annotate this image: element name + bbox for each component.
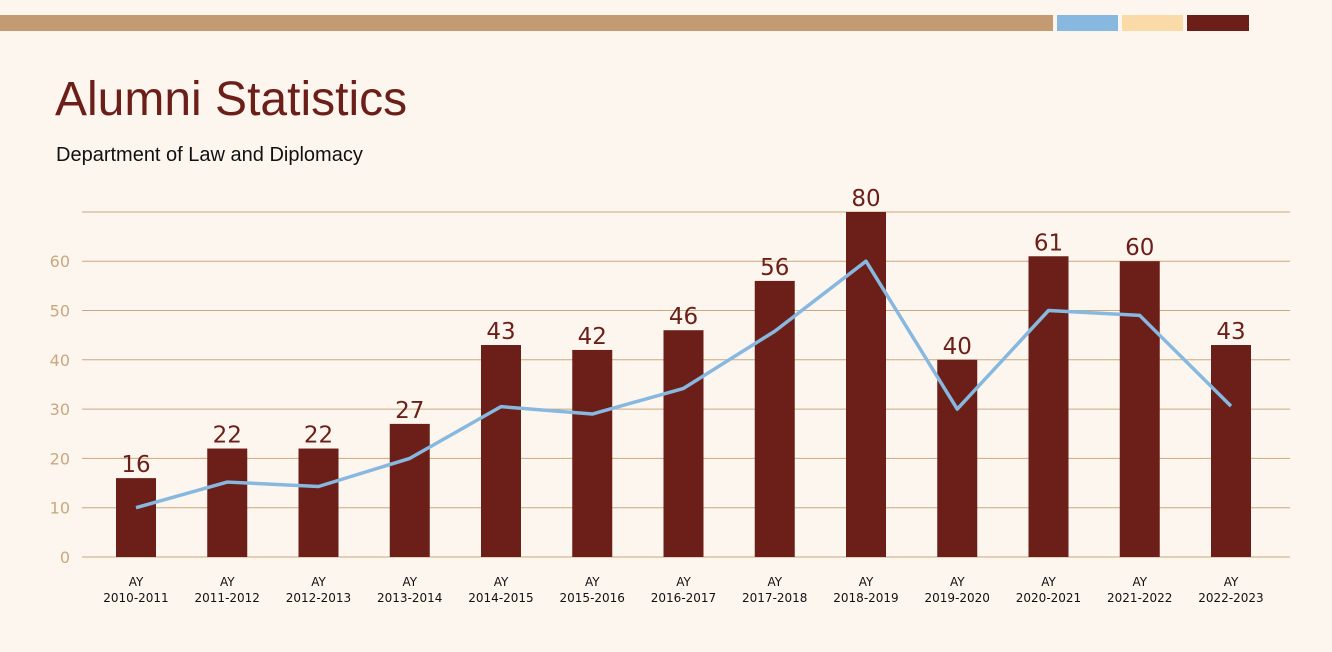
x-tick-label: AY 2020-2021 [1016,575,1081,605]
top-accent-bar-maroon [1187,15,1249,31]
bar [207,448,248,557]
bar [572,349,613,557]
bar-data-label: 60 [1125,235,1154,261]
page-title: Alumni Statistics [55,73,408,126]
y-tick-label: 60 [50,252,70,271]
bar-data-label: 42 [578,324,607,350]
top-accent-bar-tan [0,15,1053,31]
x-tick-label: AY 2021-2022 [1107,575,1172,605]
bar-data-label: 46 [669,304,698,330]
bar-data-label: 40 [943,334,972,360]
bar-data-label: 16 [121,452,150,478]
x-tick-label: AY 2015-2016 [560,575,625,605]
bar [1119,261,1160,557]
bar-data-label: 43 [486,319,515,345]
x-tick-label: AY 2013-2014 [377,575,442,605]
bar [1028,256,1069,557]
bar [116,478,156,557]
top-accent-bar-blue [1057,15,1118,31]
x-tick-label: AY 2018-2019 [833,575,898,605]
x-tick-label: AY 2022-2023 [1198,575,1263,605]
x-tick-label: AY 2012-2013 [286,575,351,605]
bar-data-label: 43 [1216,319,1245,345]
bar-data-label: 22 [213,423,242,449]
bar-data-label: 22 [304,423,333,449]
x-tick-label: AY 2014-2015 [468,575,533,605]
trend-line [135,259,1233,510]
bar [663,330,704,557]
bar [481,345,521,557]
x-tick-label: AY 2010-2011 [103,575,168,605]
bar [389,423,430,557]
y-tick-label: 20 [50,449,70,468]
bar [1211,345,1251,557]
bar-data-label: 80 [851,186,880,212]
x-tick-label: AY 2017-2018 [742,575,807,605]
y-tick-label: 40 [50,351,70,370]
bar-data-label: 27 [395,398,424,424]
y-tick-label: 30 [50,400,70,419]
top-accent-bar-cream [1122,15,1183,31]
y-tick-label: 10 [50,499,70,518]
page-subtitle: Department of Law and Diplomacy [56,144,363,166]
y-tick-label: 50 [50,302,70,321]
bar [298,448,339,557]
x-tick-label: AY 2011-2012 [195,575,260,605]
x-tick-label: AY 2019-2020 [925,575,990,605]
bar [754,280,795,557]
x-tick-label: AY 2016-2017 [651,575,716,605]
bar-data-label: 56 [760,255,789,281]
y-tick-label: 0 [60,548,70,567]
bar-data-label: 61 [1034,230,1063,256]
